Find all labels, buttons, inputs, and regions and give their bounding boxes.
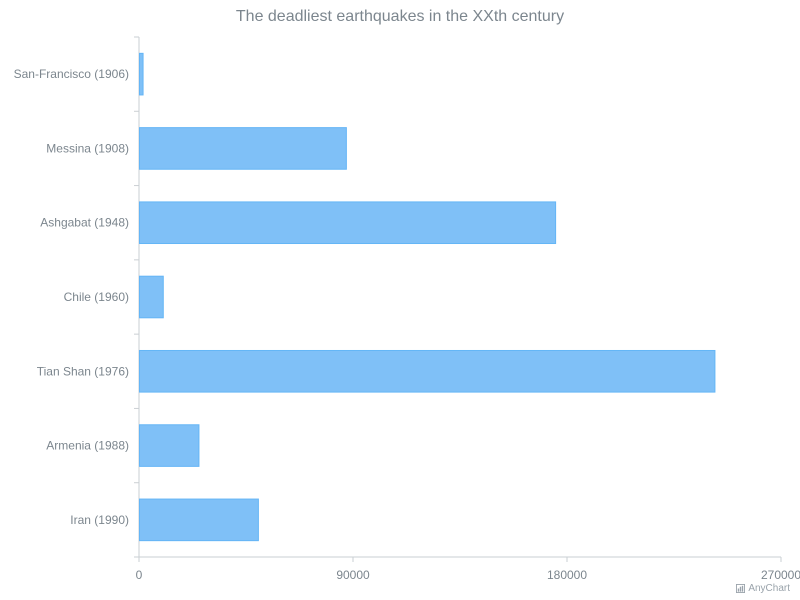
category-label: Chile (1960) [64, 290, 129, 304]
chart-title: The deadliest earthquakes in the XXth ce… [235, 8, 565, 25]
bar [139, 201, 557, 245]
bar [139, 275, 164, 319]
bar [139, 349, 716, 393]
x-tick-label: 90000 [336, 568, 370, 582]
category-label: Messina (1908) [46, 141, 129, 155]
x-tick-label: 180000 [547, 568, 587, 582]
x-tick-label: 0 [136, 568, 143, 582]
credits[interactable]: AnyChart [736, 583, 790, 594]
category-label: Ashgabat (1948) [40, 216, 129, 230]
category-label: Armenia (1988) [46, 439, 129, 453]
bar [139, 52, 144, 96]
bar-chart-icon [736, 584, 746, 593]
bar [139, 127, 347, 170]
x-tick-label: 270000 [761, 568, 800, 582]
category-label: San-Francisco (1906) [14, 67, 129, 81]
bar [139, 498, 259, 542]
credits-label: AnyChart [748, 583, 790, 594]
category-label: Iran (1990) [70, 513, 129, 527]
bar [139, 424, 200, 467]
category-label: Tian Shan (1976) [37, 364, 129, 378]
